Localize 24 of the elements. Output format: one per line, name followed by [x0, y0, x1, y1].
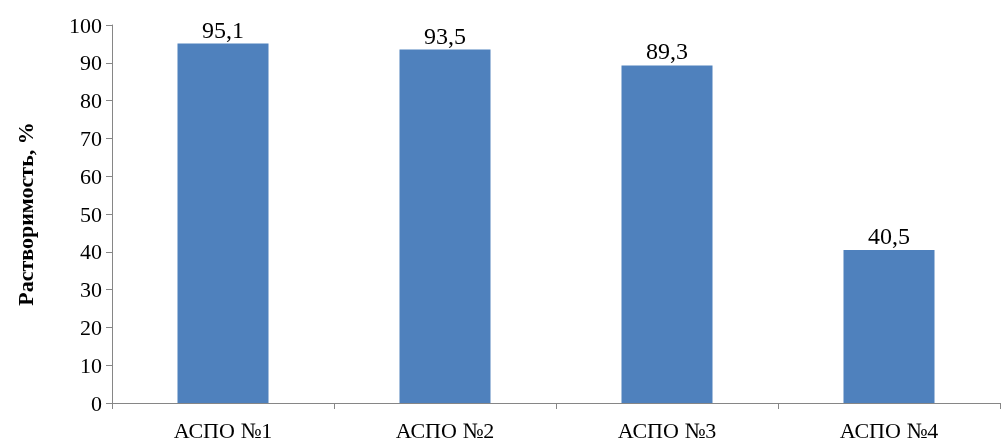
x-tick-label: АСПО №1 [173, 417, 273, 443]
data-label: 93,5 [424, 22, 466, 49]
y-tick-label: 90 [80, 50, 102, 76]
bar [621, 65, 713, 403]
x-tick-label: АСПО №4 [839, 417, 939, 443]
data-label: 89,3 [646, 38, 688, 65]
y-tick-label: 50 [80, 201, 102, 227]
bar [177, 43, 269, 403]
x-tick-label: АСПО №3 [617, 417, 717, 443]
bar [843, 249, 935, 403]
y-tick-label: 70 [80, 125, 102, 151]
y-axis-title: Растворимость, % [12, 122, 38, 306]
y-tick-label: 40 [80, 239, 102, 265]
y-tick-label: 80 [80, 88, 102, 114]
bar [399, 49, 491, 403]
y-tick-label: 10 [80, 352, 102, 378]
data-label: 40,5 [868, 222, 910, 249]
data-label: 95,1 [202, 16, 244, 43]
y-tick-label: 20 [80, 314, 102, 340]
y-tick-label: 60 [80, 163, 102, 189]
y-tick-label: 30 [80, 277, 102, 303]
y-tick-label: 100 [69, 12, 102, 38]
y-tick-label: 0 [91, 390, 102, 416]
x-tick-label: АСПО №2 [395, 417, 495, 443]
